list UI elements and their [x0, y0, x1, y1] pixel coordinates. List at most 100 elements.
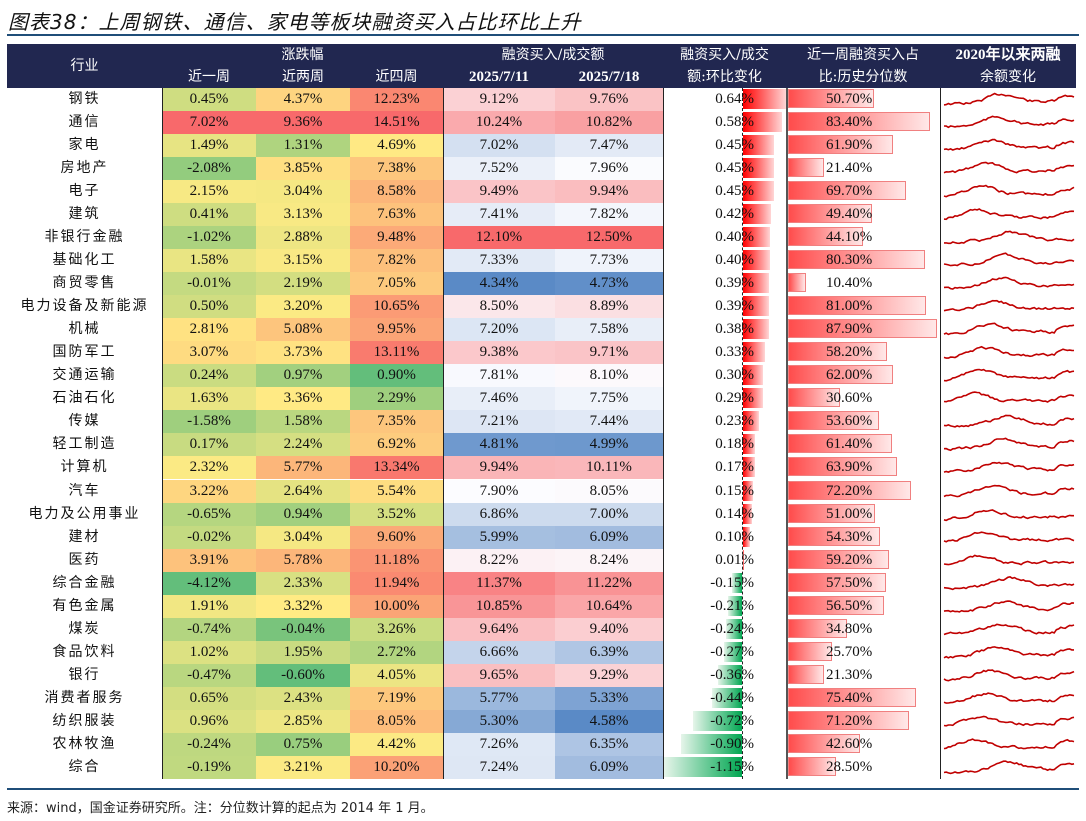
percentile-bar — [788, 641, 832, 661]
balance-sparkline-cell — [940, 433, 1076, 457]
ratio-0711: 7.20% — [443, 318, 555, 342]
sparkline-path — [943, 300, 1075, 312]
balance-sparkline-cell — [940, 709, 1076, 733]
percentile-cell: 56.50% — [786, 594, 940, 618]
ratio-0718: 6.09% — [555, 755, 663, 779]
ratio-0711: 9.64% — [443, 617, 555, 641]
balance-sparkline — [943, 208, 1075, 221]
change-value: -0.36% — [710, 666, 754, 683]
balance-sparkline — [943, 575, 1075, 590]
industry-name: 基础化工 — [52, 252, 117, 269]
table-row: 基础化工 1.58% 3.15% 7.82% 7.33% 7.73% 0.40% 80.30% — [7, 249, 1076, 273]
ratio-0718: 7.96% — [555, 157, 663, 181]
table-row: 电子 2.15% 3.04% 8.58% 9.49% 9.94% 0.45% 69.70% — [7, 180, 1076, 204]
change-bar-negative — [723, 641, 742, 662]
balance-sparkline-cell — [940, 594, 1076, 618]
change-value: 0.45% — [715, 183, 754, 200]
table-row: 银行 -0.47% -0.60% 4.05% 9.65% 9.29% -0.36% 21.30… — [7, 663, 1076, 687]
percentile-value: 34.80% — [826, 620, 873, 637]
percentile-cell: 10.40% — [786, 272, 940, 296]
return-2w: 0.75% — [256, 732, 350, 756]
percentile-bar — [788, 411, 880, 431]
change-value: 0.10% — [715, 528, 754, 545]
balance-sparkline — [943, 115, 1075, 129]
change-bar-positive — [743, 388, 763, 409]
ratio-0711: 9.49% — [443, 180, 555, 204]
percentile-cell: 42.60% — [786, 732, 940, 756]
return-4w: 2.72% — [350, 640, 443, 664]
industry-name: 建材 — [68, 528, 101, 545]
percentile-cell: 21.30% — [786, 663, 940, 687]
change-cell: 0.45% — [663, 157, 786, 181]
balance-sparkline — [943, 554, 1075, 566]
percentile-value: 83.40% — [826, 114, 873, 131]
industry-name: 银行 — [68, 666, 101, 683]
change-cell: 0.64% — [663, 88, 786, 111]
balance-sparkline-cell — [940, 203, 1076, 227]
change-cell: 0.10% — [663, 525, 786, 549]
change-value: 0.01% — [715, 551, 754, 568]
industry-name: 煤炭 — [68, 620, 101, 637]
return-4w: 13.11% — [350, 341, 443, 365]
sparkline-path — [943, 715, 1075, 727]
return-4w: 10.00% — [350, 594, 443, 618]
balance-sparkline — [943, 391, 1075, 404]
ratio-0718: 10.64% — [555, 594, 663, 618]
return-1w: -0.24% — [162, 732, 256, 756]
change-value: 0.15% — [715, 482, 754, 499]
change-value: -0.24% — [710, 620, 754, 637]
change-cell: 0.39% — [663, 295, 786, 319]
change-bar-negative — [693, 710, 742, 731]
return-1w: 0.45% — [162, 88, 256, 111]
industry-name: 电力及公用事业 — [28, 505, 141, 522]
change-value: 0.18% — [715, 436, 754, 453]
percentile-value: 61.90% — [826, 137, 873, 154]
percentile-cell: 34.80% — [786, 617, 940, 641]
header-change-l2: 额:环比变化 — [687, 69, 762, 85]
percentile-value: 21.30% — [826, 666, 873, 683]
sparkline-path — [943, 760, 1075, 775]
balance-sparkline — [943, 138, 1075, 151]
percentile-bar — [788, 273, 806, 293]
percentile-value: 56.50% — [826, 597, 873, 614]
change-cell: 0.14% — [663, 502, 786, 526]
change-cell: 0.15% — [663, 479, 786, 503]
industry-name: 综合金融 — [52, 574, 117, 591]
return-1w: 0.96% — [162, 709, 256, 733]
return-2w: 0.94% — [256, 502, 350, 526]
percentile-cell: 51.00% — [786, 502, 940, 526]
ratio-0718: 9.40% — [555, 617, 663, 641]
table-row: 电力及公用事业 -0.65% 0.94% 3.52% 6.86% 7.00% 0.14% 51… — [7, 502, 1076, 526]
sparkline-path — [943, 115, 1075, 129]
return-2w: 2.85% — [256, 709, 350, 733]
change-cell: -1.15% — [663, 755, 786, 779]
return-2w: 2.24% — [256, 433, 350, 457]
header-return-group: 涨跌幅 — [281, 47, 324, 63]
sparkline-path — [943, 369, 1075, 382]
return-4w: 4.42% — [350, 732, 443, 756]
return-2w: 1.58% — [256, 410, 350, 434]
ratio-0711: 4.81% — [443, 433, 555, 457]
industry-name: 电力设备及新能源 — [20, 298, 149, 315]
change-bar-positive — [743, 227, 771, 248]
ratio-0718: 8.89% — [555, 295, 663, 319]
industry-name: 石油石化 — [52, 390, 117, 407]
balance-sparkline-cell — [940, 364, 1076, 388]
return-4w: 5.54% — [350, 479, 443, 503]
return-2w: -0.60% — [256, 663, 350, 687]
change-value: 0.40% — [715, 229, 754, 246]
table-row: 综合 -0.19% 3.21% 10.20% 7.24% 6.09% -1.15% 28.50… — [7, 755, 1076, 779]
ratio-0711: 7.02% — [443, 134, 555, 158]
ratio-0718: 9.71% — [555, 341, 663, 365]
return-1w: 3.22% — [162, 479, 256, 503]
header-pct-l1: 近一周融资买入占 — [807, 47, 919, 63]
return-4w: 3.26% — [350, 617, 443, 641]
change-bar-negative — [725, 618, 742, 639]
ratio-0711: 7.26% — [443, 732, 555, 756]
percentile-value: 28.50% — [826, 758, 873, 775]
table-row: 钢铁 0.45% 4.37% 12.23% 9.12% 9.76% 0.64% 50.70% — [7, 88, 1076, 111]
balance-sparkline — [943, 669, 1075, 682]
return-1w: -0.47% — [162, 663, 256, 687]
ratio-0711: 7.24% — [443, 755, 555, 779]
change-cell: 0.18% — [663, 433, 786, 457]
